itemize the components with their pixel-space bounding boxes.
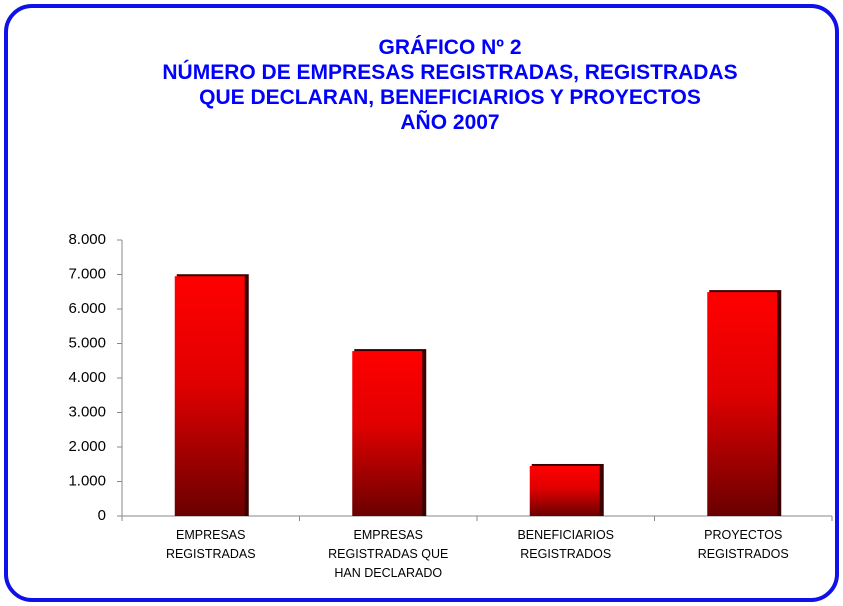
x-tick-label: REGISTRADOS (698, 547, 789, 561)
y-tick-label: 5.000 (68, 334, 106, 351)
y-tick-label: 7.000 (68, 265, 106, 282)
chart-title: NÚMERO DE EMPRESAS REGISTRADAS, REGISTRA… (162, 60, 737, 84)
chart-title: QUE DECLARAN, BENEFICIARIOS Y PROYECTOS (199, 86, 701, 109)
bar (707, 292, 778, 516)
bar (174, 276, 245, 516)
y-tick-label: 3.000 (68, 403, 106, 420)
x-tick-label: REGISTRADOS (520, 547, 611, 561)
x-tick-label: EMPRESAS (176, 528, 245, 542)
x-tick-label: PROYECTOS (704, 528, 782, 542)
y-tick-label: 4.000 (68, 369, 106, 386)
y-tick-label: 8.000 (68, 231, 106, 248)
x-tick-label: REGISTRADAS (166, 547, 256, 561)
y-tick-label: 0 (98, 507, 106, 524)
y-tick-label: 2.000 (68, 438, 106, 455)
chart-title: GRÁFICO Nº 2 (378, 36, 521, 59)
y-tick-label: 1.000 (68, 472, 106, 489)
x-tick-label: REGISTRADAS QUE (328, 547, 448, 561)
x-tick-label: EMPRESAS (354, 528, 423, 542)
bar (352, 351, 423, 516)
x-tick-label: HAN DECLARADO (334, 566, 442, 580)
x-tick-label: BENEFICIARIOS (517, 528, 614, 542)
y-tick-label: 6.000 (68, 300, 106, 317)
chart-title: AÑO 2007 (400, 111, 499, 134)
bar (529, 465, 600, 516)
